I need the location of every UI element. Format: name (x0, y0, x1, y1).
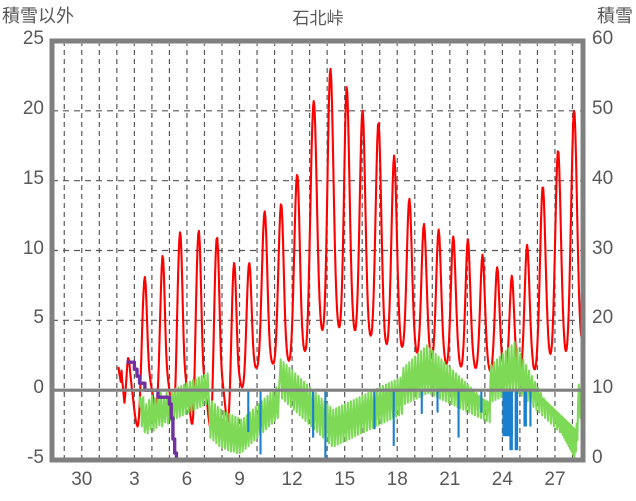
y-axis-tick-label: 10 (22, 237, 44, 259)
y2-axis-tick-label: 50 (592, 97, 614, 119)
precipitation-bar (420, 390, 423, 414)
y-axis-tick-label: 15 (22, 167, 44, 189)
precipitation-bar (480, 390, 483, 413)
x-axis-tick-label: 3 (129, 469, 140, 490)
y2-axis-tick-label: 20 (592, 307, 614, 329)
y-axis-tick-label: 0 (33, 377, 44, 399)
left-axis-title: 積雪以外 (2, 6, 74, 26)
precipitation-bar (247, 390, 250, 433)
right-axis-title: 積雪 (597, 6, 633, 26)
y-axis-tick-label: -5 (27, 447, 44, 468)
chart-title: 石北峠 (292, 9, 344, 28)
x-axis-tick-label: 30 (71, 469, 93, 490)
precipitation-bar (514, 390, 519, 451)
precipitation-bar (436, 390, 439, 413)
precipitation-bar (457, 390, 460, 438)
x-axis-tick-label: 18 (386, 469, 408, 490)
series-other-green (138, 341, 584, 459)
y2-axis-tick-label: 40 (592, 167, 614, 189)
series-snow-depth-purple (126, 360, 583, 462)
x-axis-tick-label: 6 (181, 469, 193, 490)
x-axis-tick-label: 24 (491, 469, 513, 490)
precipitation-bar (509, 390, 513, 451)
y2-axis-tick-label: 0 (592, 447, 603, 468)
precipitation-bar (312, 390, 315, 438)
x-axis-tick-label: 27 (544, 469, 566, 490)
x-axis-tick-label: 9 (234, 469, 245, 490)
y-axis-tick-label: 25 (22, 28, 44, 49)
x-axis-tick-label: 12 (281, 469, 303, 490)
precipitation-bar (259, 390, 262, 455)
y2-axis-tick-label: 30 (592, 237, 614, 259)
precipitation-bar (502, 390, 513, 437)
y-axis-tick-label: 5 (33, 307, 44, 329)
x-axis-tick-label: 21 (439, 469, 461, 490)
plot-frame (49, 38, 586, 463)
y2-axis-tick-label: 60 (592, 28, 614, 49)
precipitation-bar (373, 390, 376, 430)
precipitation-bar (324, 390, 327, 459)
x-axis-tick-label: 15 (334, 469, 356, 490)
precipitation-bar (523, 390, 527, 427)
y-axis-tick-label: 20 (22, 97, 44, 119)
precipitation-bar (529, 390, 532, 427)
y2-axis-tick-label: 10 (592, 377, 614, 399)
precipitation-bar (392, 390, 395, 447)
